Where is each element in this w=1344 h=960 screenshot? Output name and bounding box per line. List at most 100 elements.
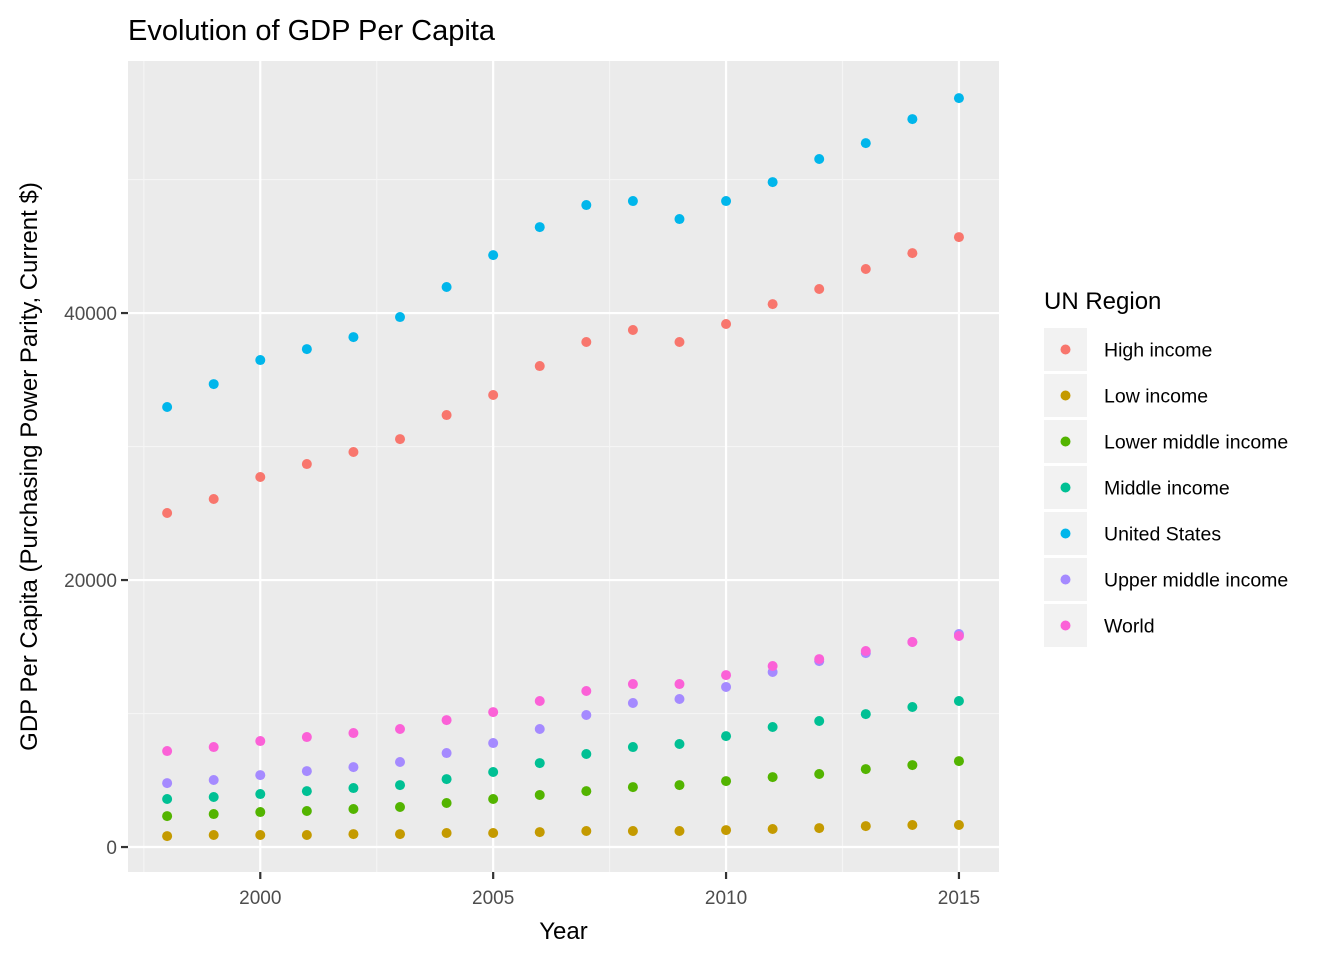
data-point	[581, 200, 592, 211]
series-united-states	[162, 93, 964, 413]
data-point	[348, 829, 359, 840]
data-point	[441, 748, 452, 759]
data-point	[581, 748, 592, 759]
legend-title: UN Region	[1044, 288, 1161, 315]
data-point	[208, 830, 219, 841]
legend-marker-icon	[1060, 482, 1071, 493]
data-point	[627, 782, 638, 793]
series-lower-middle-income	[162, 756, 964, 822]
data-point	[581, 685, 592, 696]
data-point	[255, 807, 266, 818]
legend-item: World	[1044, 604, 1155, 647]
y-tick-label: 0	[106, 838, 117, 859]
legend-item: United States	[1044, 512, 1221, 555]
data-point	[721, 731, 732, 742]
data-point	[162, 793, 173, 804]
data-point	[441, 282, 452, 293]
y-tick-label: 40000	[64, 304, 117, 325]
legend-label: Middle income	[1104, 478, 1230, 500]
data-point	[348, 332, 359, 343]
legend-marker-icon	[1060, 620, 1071, 631]
data-point	[301, 830, 312, 841]
data-point	[441, 715, 452, 726]
data-point	[395, 780, 406, 791]
data-point	[208, 791, 219, 802]
data-point	[860, 709, 871, 720]
x-tick-label: 2000	[239, 888, 281, 909]
data-point	[162, 778, 173, 789]
data-point	[721, 776, 732, 787]
data-point	[767, 824, 778, 835]
data-point	[208, 775, 219, 786]
legend-label: Low income	[1104, 386, 1208, 408]
data-point	[907, 248, 918, 259]
plot-panel	[128, 61, 999, 872]
data-point	[534, 222, 545, 233]
data-point	[767, 661, 778, 672]
legend-label: Lower middle income	[1104, 432, 1288, 454]
data-point	[860, 646, 871, 657]
data-point	[674, 780, 685, 791]
data-point	[162, 746, 173, 757]
data-point	[395, 312, 406, 323]
data-point	[767, 772, 778, 783]
data-point	[162, 402, 173, 413]
legend-label: United States	[1104, 524, 1221, 546]
data-point	[208, 494, 219, 505]
data-point	[534, 789, 545, 800]
legend: UN Region High income Low income Lower mid…	[1044, 288, 1288, 647]
data-point	[301, 805, 312, 816]
data-point	[395, 756, 406, 767]
data-point	[627, 196, 638, 207]
x-tick-label: 2005	[472, 888, 514, 909]
data-point	[534, 695, 545, 706]
legend-label: Upper middle income	[1104, 570, 1288, 592]
legend-marker-icon	[1060, 344, 1071, 355]
data-point	[348, 762, 359, 773]
data-point	[907, 820, 918, 831]
data-point	[627, 324, 638, 335]
legend-label: High income	[1104, 340, 1212, 362]
data-point	[953, 93, 964, 104]
data-point	[767, 722, 778, 733]
data-point	[301, 459, 312, 470]
data-point	[348, 783, 359, 794]
legend-label: World	[1104, 616, 1155, 638]
data-point	[814, 716, 825, 727]
data-point	[721, 670, 732, 681]
data-point	[721, 318, 732, 329]
data-point	[395, 801, 406, 812]
data-point	[907, 114, 918, 125]
data-point	[860, 138, 871, 149]
data-point	[395, 434, 406, 445]
data-point	[534, 758, 545, 769]
data-point	[441, 410, 452, 421]
data-point	[721, 196, 732, 207]
data-point	[301, 786, 312, 797]
data-point	[814, 654, 825, 665]
data-point	[953, 820, 964, 831]
data-point	[674, 679, 685, 690]
legend-item: High income	[1044, 328, 1212, 371]
data-point	[441, 797, 452, 808]
data-point	[488, 250, 499, 261]
data-point	[581, 710, 592, 721]
data-point	[488, 707, 499, 718]
x-axis-title: Year	[539, 918, 588, 945]
data-point	[301, 344, 312, 355]
legend-marker-icon	[1060, 436, 1071, 447]
data-point	[581, 786, 592, 797]
data-point	[348, 447, 359, 458]
data-point	[674, 738, 685, 749]
data-point	[907, 760, 918, 771]
data-point	[162, 508, 173, 519]
data-point	[395, 724, 406, 735]
data-point	[674, 693, 685, 704]
data-point	[953, 695, 964, 706]
chart-title: Evolution of GDP Per Capita	[128, 15, 496, 47]
data-point	[162, 811, 173, 822]
legend-item: Upper middle income	[1044, 558, 1288, 601]
data-point	[255, 736, 266, 747]
data-point	[814, 823, 825, 834]
data-point	[907, 701, 918, 712]
